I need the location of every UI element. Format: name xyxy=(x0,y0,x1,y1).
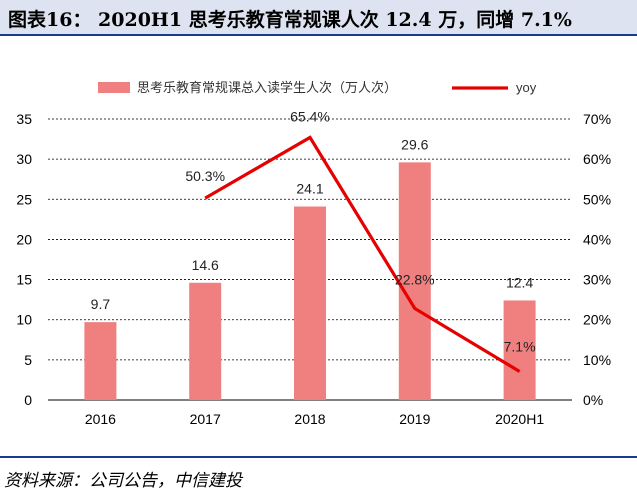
y-tick-right: 10% xyxy=(583,352,611,368)
bar xyxy=(294,206,326,400)
bar-value-label: 29.6 xyxy=(401,136,428,152)
bar xyxy=(189,282,222,400)
data-labels: 9.7 14.6 24.1 29.6 12.4 50.3% 65.4% 22.8% 7.1% xyxy=(91,108,536,354)
y-tick-right: 40% xyxy=(583,231,611,247)
y-tick-left: 10 xyxy=(16,312,32,328)
y-tick-left: 25 xyxy=(16,191,32,207)
yoy-value-label: 50.3% xyxy=(185,168,225,184)
bar-value-label: 12.4 xyxy=(506,274,533,290)
yoy-value-label: 65.4% xyxy=(290,108,330,124)
figure-title: 图表16： 2020H1 思考乐教育常规课人次 12.4 万，同增 7.1% xyxy=(8,9,572,31)
y-tick-right: 60% xyxy=(583,151,611,167)
y-axis-right: 0% 10% 20% 30% 40% 50% 60% 70% xyxy=(583,111,611,408)
y-tick-left: 0 xyxy=(24,392,32,408)
bar xyxy=(398,162,431,400)
line-series xyxy=(204,135,521,373)
x-tick-label: 2020H1 xyxy=(495,411,544,427)
y-tick-left: 5 xyxy=(24,352,32,368)
source-note: 资料来源：公司公告，中信建投 xyxy=(4,471,242,491)
y-tick-right: 20% xyxy=(583,312,611,328)
legend: 思考乐教育常规课总入读学生人次（万人次） yoy xyxy=(98,80,537,95)
bar-value-label: 14.6 xyxy=(192,257,219,273)
x-tick-label: 2016 xyxy=(85,411,116,427)
y-tick-left: 30 xyxy=(16,151,32,167)
y-tick-right: 70% xyxy=(583,111,611,127)
bar-value-label: 24.1 xyxy=(296,181,323,197)
y-tick-right: 30% xyxy=(583,272,611,288)
bar-value-label: 9.7 xyxy=(91,296,111,312)
y-tick-right: 50% xyxy=(583,191,611,207)
y-tick-right: 0% xyxy=(583,392,603,408)
bar xyxy=(503,300,536,400)
legend-bar-label: 思考乐教育常规课总入读学生人次（万人次） xyxy=(137,80,397,95)
legend-line-label: yoy xyxy=(516,80,537,95)
y-tick-left: 15 xyxy=(16,272,32,288)
yoy-value-label: 7.1% xyxy=(504,338,536,354)
x-tick-label: 2019 xyxy=(399,411,430,427)
y-axis-left: 0 5 10 15 20 25 30 35 xyxy=(16,111,32,408)
y-tick-left: 20 xyxy=(16,231,32,247)
footer-rule xyxy=(0,456,637,458)
bar xyxy=(84,322,117,400)
x-axis: 2016 2017 2018 2019 2020H1 xyxy=(85,411,545,427)
x-tick-label: 2018 xyxy=(294,411,325,427)
bar-series xyxy=(84,162,536,400)
y-tick-left: 35 xyxy=(16,111,32,127)
legend-bar-swatch xyxy=(98,82,130,93)
x-tick-label: 2017 xyxy=(190,411,221,427)
combo-chart: 0 5 10 15 20 25 30 35 0% 10% 20% 30% 40% 50% 60% 70% 2… xyxy=(16,80,611,427)
yoy-line xyxy=(204,135,521,373)
figure-title-bar: 图表16： 2020H1 思考乐教育常规课人次 12.4 万，同增 7.1% xyxy=(0,0,637,36)
yoy-value-label: 22.8% xyxy=(395,271,435,287)
